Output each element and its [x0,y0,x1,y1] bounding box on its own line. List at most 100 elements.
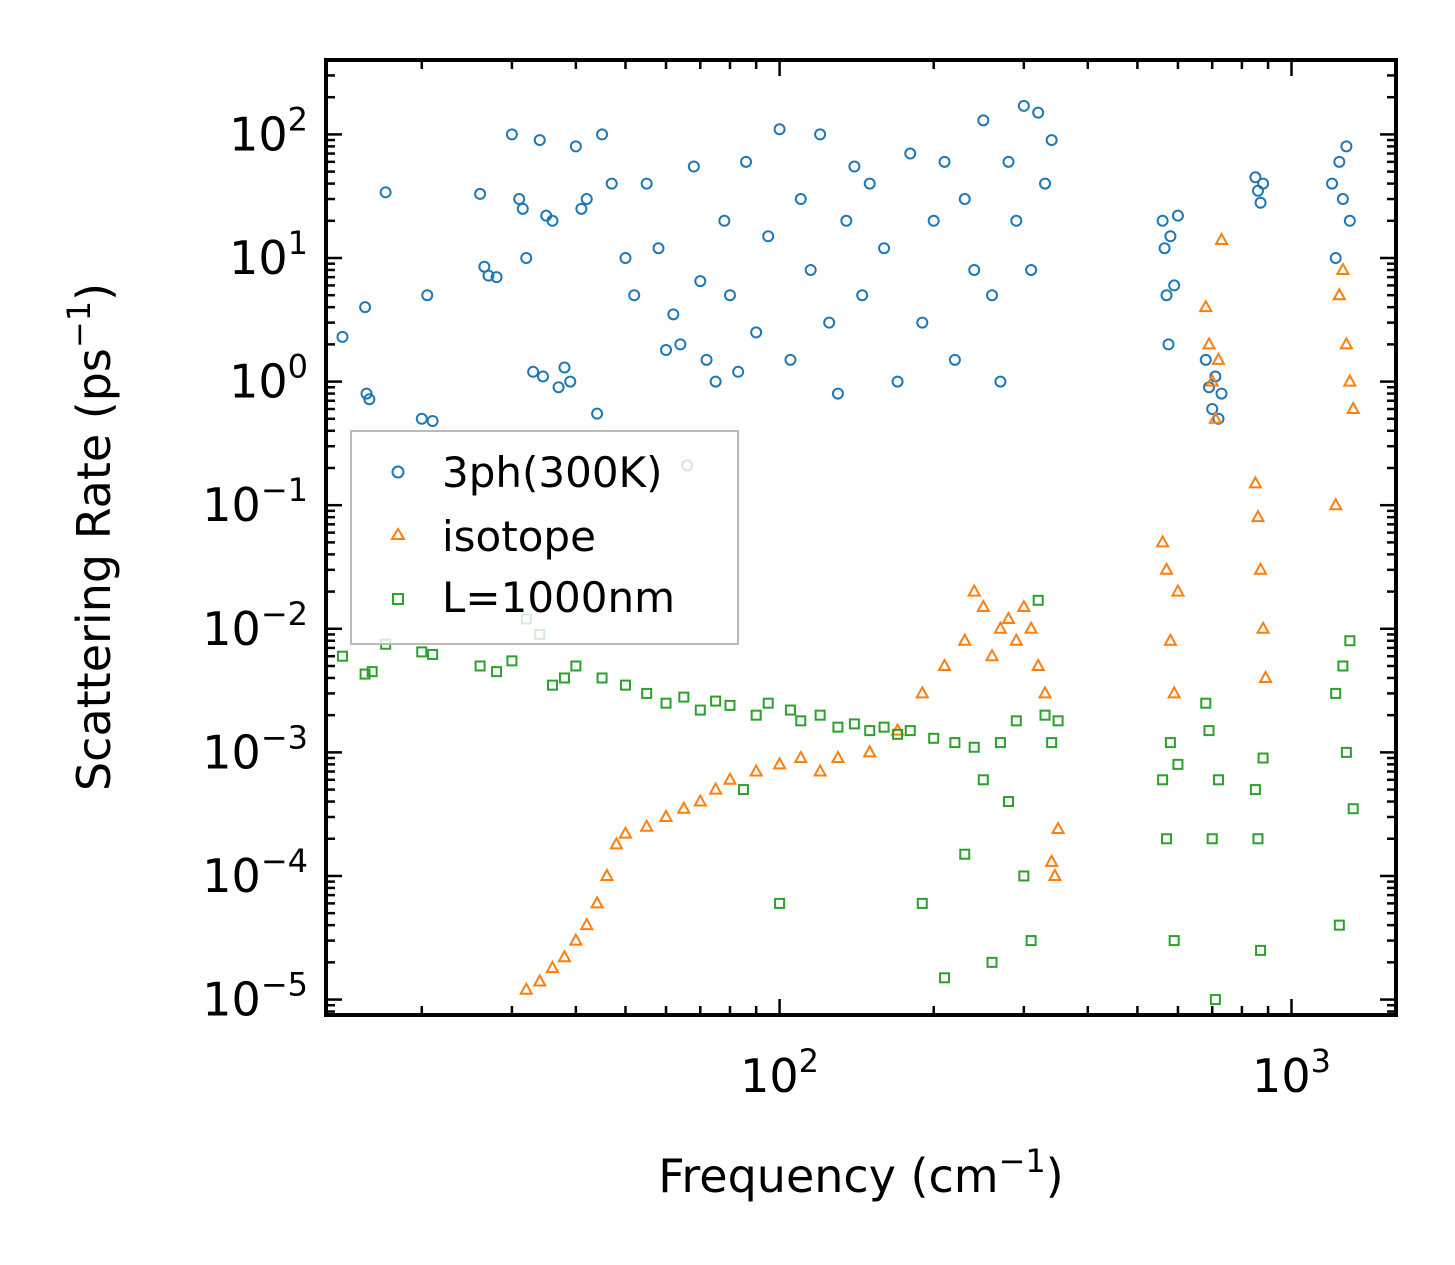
data-point [516,202,529,215]
data-point [1214,231,1229,245]
data-point [599,867,615,881]
data-point [1203,381,1216,394]
data-point [774,897,786,909]
legend-label-isotope: isotope [442,512,596,561]
data-point [915,685,930,699]
data-point [793,749,808,764]
data-point [1203,725,1215,737]
data-point [619,252,632,265]
data-point [795,715,807,727]
data-point [1330,687,1342,699]
data-point [694,704,706,716]
data-point [986,289,999,302]
data-point [1159,561,1174,575]
data-point [812,763,828,777]
data-point [1023,620,1039,634]
data-point [513,193,526,206]
data-point [1249,784,1261,796]
y-tick-label: 10−2 [202,595,308,656]
data-point [1253,561,1268,575]
data-point [482,269,495,282]
data-point [968,263,981,276]
data-point [1212,774,1224,786]
data-point [939,972,951,984]
data-point [977,774,989,786]
data-point [773,123,786,136]
y-tick-label: 10−3 [202,718,308,779]
legend-marker-isotope [390,527,406,540]
data-point [794,193,807,206]
data-point [536,370,549,383]
data-point [1328,497,1343,511]
data-point [740,155,753,168]
data-point [1039,177,1052,190]
data-point [784,704,796,716]
data-point [986,956,998,968]
data-point [948,353,961,366]
data-point [994,737,1006,749]
y-tick-label: 10−1 [202,471,308,532]
data-point [596,128,609,141]
data-point [660,697,672,709]
data-point [427,648,439,660]
data-point [958,193,971,206]
data-point [1168,279,1181,292]
data-point [628,289,641,302]
data-point [1333,919,1345,931]
data-point [1156,214,1169,227]
data-point [1025,263,1038,276]
data-point [831,387,844,400]
data-point [552,381,565,394]
data-point [1046,737,1058,749]
data-point [1255,944,1267,956]
series-1 [519,231,1361,995]
data-point [1342,373,1358,387]
data-point [1209,994,1221,1006]
data-point [1249,171,1262,184]
axis-ticks [326,58,1396,1015]
data-point [379,186,392,199]
data-point [1333,155,1346,168]
data-point [862,744,877,758]
data-point [1001,610,1016,624]
data-point [1157,774,1169,786]
data-point [814,709,826,721]
data-point [336,330,349,343]
data-point [1201,336,1217,350]
data-point [1163,632,1178,646]
data-point [658,808,674,822]
data-point [1018,870,1030,882]
data-point [976,598,991,613]
data-point [568,932,584,946]
data-point [708,781,723,795]
data-point [863,177,876,190]
data-point [474,187,487,200]
data-point [1208,410,1223,424]
data-point [1248,475,1263,489]
data-point [1336,193,1349,206]
data-point [840,214,853,227]
data-point [732,365,745,378]
data-point [1164,737,1176,749]
data-point [1198,299,1213,313]
data-point [1339,336,1354,350]
data-point [830,749,846,764]
data-point [1200,697,1212,709]
data-point [1002,155,1015,168]
data-point [1032,106,1045,119]
data-point [1170,583,1186,597]
data-point [916,316,929,329]
x-axis-label: Frequency (cm−1) [658,1142,1063,1203]
legend-marker-3ph [391,465,405,479]
data-point [968,741,980,753]
data-point [762,697,774,709]
data-point [1343,214,1356,227]
data-point [1039,709,1051,721]
data-point [520,252,533,265]
data-point [1016,598,1032,613]
y-tick-label: 100 [229,348,308,409]
legend: 3ph(300K) isotope L=1000nm [350,430,739,645]
data-point [359,668,371,680]
data-point [570,660,582,672]
